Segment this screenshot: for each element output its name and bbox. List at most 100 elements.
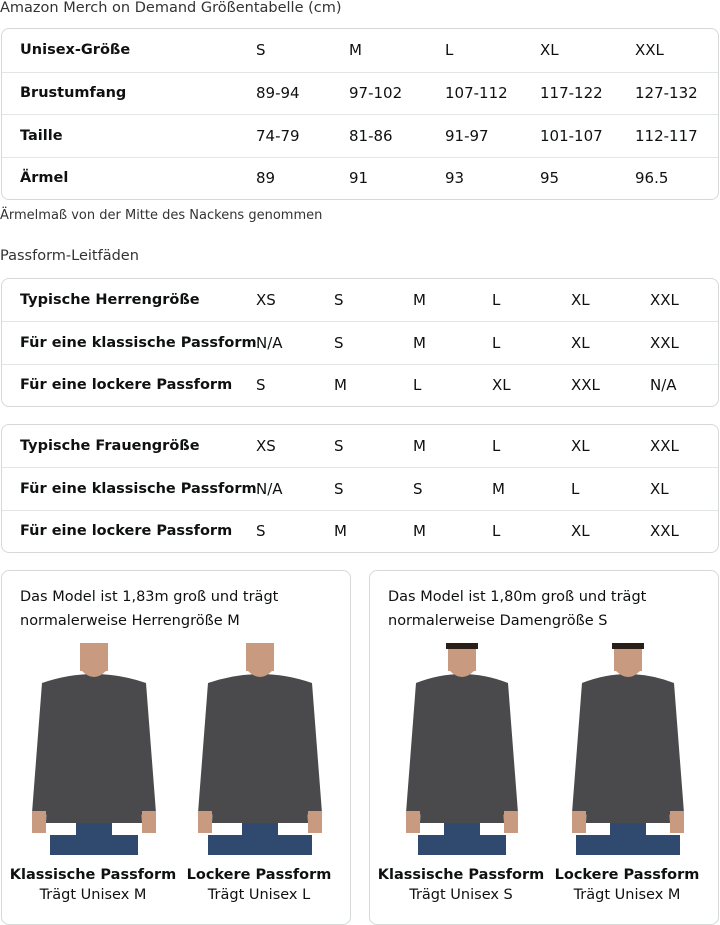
men-model-card: Das Model ist 1,83m groß und trägt norma…: [1, 570, 351, 925]
table-cell: XXL: [650, 291, 679, 310]
model-photo: [548, 643, 708, 855]
fit-title: Klassische Passform: [377, 867, 545, 883]
table-row: Typische Herrengröße XS S M L XL XXL: [2, 279, 718, 321]
model-photo: [382, 643, 542, 855]
men-fit-table: Typische Herrengröße XS S M L XL XXL Für eine k…: [1, 278, 719, 407]
table-cell: M: [492, 479, 505, 498]
table-cell: L: [492, 291, 501, 310]
table-row: Typische Frauengröße XS S M L XL XXL: [2, 425, 718, 467]
table-cell: XL: [571, 333, 590, 352]
table-cell: M: [413, 437, 426, 456]
row-label: Taille: [20, 127, 63, 144]
table-row: Brustumfang 89-94 97-102 107-112 117-122 127-…: [2, 71, 718, 115]
table-cell: N/A: [256, 333, 283, 352]
table-cell: N/A: [256, 479, 283, 498]
table-cell: 97-102: [349, 84, 403, 103]
table-cell: XL: [571, 522, 590, 541]
row-label: Für eine lockere Passform: [20, 377, 233, 394]
row-label: Ärmel: [20, 170, 69, 187]
table-cell: M: [413, 522, 426, 541]
table-cell: S: [334, 291, 344, 310]
table-cell: S: [334, 333, 344, 352]
table-cell: 89-94: [256, 84, 300, 103]
table-cell: XXL: [650, 333, 679, 352]
table-row: Für eine klassische Passform N/A S M L XL XXL: [2, 321, 718, 363]
table-cell: 117-122: [540, 84, 603, 103]
size-table: Unisex-Größe S M L XL XXL Brustumfang 89-94 97-1…: [1, 28, 719, 200]
table-cell: XS: [256, 291, 276, 310]
table-cell: M: [334, 376, 347, 395]
fit-title: Lockere Passform: [554, 867, 700, 883]
fit-guide-title: Passform-Leitfäden: [0, 248, 139, 264]
table-cell: 74-79: [256, 126, 300, 145]
table-cell: S: [256, 522, 266, 541]
table-cell: L: [413, 376, 422, 395]
table-cell: S: [413, 479, 423, 498]
table-cell: 91-97: [445, 126, 489, 145]
table-row: Für eine klassische Passform N/A S S M L XL: [2, 467, 718, 509]
row-label: Für eine klassische Passform: [20, 334, 257, 351]
table-cell: 89: [256, 169, 276, 188]
table-row: Ärmel 89 91 93 95 96.5: [2, 156, 718, 200]
table-cell: 101-107: [540, 126, 603, 145]
women-fit-table: Typische Frauengröße XS S M L XL XXL Für eine k…: [1, 424, 719, 553]
table-cell: XXL: [571, 376, 600, 395]
table-cell: XXL: [635, 41, 664, 60]
table-cell: N/A: [650, 376, 677, 395]
table-cell: XS: [256, 437, 276, 456]
row-label: Für eine lockere Passform: [20, 523, 233, 540]
fit-title: Lockere Passform: [186, 867, 332, 883]
women-model-card: Das Model ist 1,80m groß und trägt norma…: [369, 570, 719, 925]
table-cell: S: [256, 376, 266, 395]
table-cell: XXL: [650, 522, 679, 541]
page-title: Amazon Merch on Demand Größentabelle (cm…: [0, 0, 342, 16]
fit-size: Trägt Unisex M: [573, 887, 681, 903]
fit-caption: Klassische Passform Trägt Unisex S: [376, 867, 546, 903]
table-cell: 107-112: [445, 84, 508, 103]
row-label: Typische Herrengröße: [20, 292, 200, 309]
table-row: Für eine lockere Passform S M M L XL XXL: [2, 509, 718, 552]
table-cell: 112-117: [635, 126, 698, 145]
fit-caption: Lockere Passform Trägt Unisex M: [542, 867, 712, 903]
table-cell: XL: [571, 437, 590, 456]
row-label: Brustumfang: [20, 85, 127, 102]
table-cell: XXL: [650, 437, 679, 456]
table-row: Für eine lockere Passform S M L XL XXL N/A: [2, 363, 718, 406]
table-cell: L: [445, 41, 454, 60]
fit-size: Trägt Unisex L: [207, 887, 311, 903]
table-cell: 96.5: [635, 169, 669, 188]
table-cell: M: [334, 522, 347, 541]
table-cell: M: [413, 333, 426, 352]
table-cell: XL: [571, 291, 590, 310]
row-label: Typische Frauengröße: [20, 438, 200, 455]
table-cell: 91: [349, 169, 369, 188]
fit-caption: Lockere Passform Trägt Unisex L: [174, 867, 344, 903]
sleeve-note: Ärmelmaß von der Mitte des Nackens genom…: [0, 208, 323, 223]
table-cell: XL: [540, 41, 559, 60]
model-description: Das Model ist 1,83m groß und trägt norma…: [20, 589, 279, 629]
model-photo: [14, 643, 174, 855]
table-cell: L: [492, 522, 501, 541]
model-description: Das Model ist 1,80m groß und trägt norma…: [388, 589, 647, 629]
table-cell: 93: [445, 169, 465, 188]
fit-caption: Klassische Passform Trägt Unisex M: [8, 867, 178, 903]
table-cell: S: [334, 479, 344, 498]
model-photo: [180, 643, 340, 855]
table-cell: 81-86: [349, 126, 393, 145]
fit-size: Trägt Unisex S: [409, 887, 513, 903]
table-cell: S: [256, 41, 266, 60]
table-cell: M: [349, 41, 362, 60]
table-cell: L: [492, 333, 501, 352]
fit-title: Klassische Passform: [9, 867, 177, 883]
table-row: Unisex-Größe S M L XL XXL: [2, 29, 718, 72]
table-cell: 127-132: [635, 84, 698, 103]
row-label: Unisex-Größe: [20, 42, 131, 59]
table-cell: L: [571, 479, 580, 498]
row-label: Für eine klassische Passform: [20, 480, 257, 497]
table-cell: XL: [650, 479, 669, 498]
table-cell: M: [413, 291, 426, 310]
table-row: Taille 74-79 81-86 91-97 101-107 112-117: [2, 114, 718, 157]
table-cell: 95: [540, 169, 560, 188]
fit-size: Trägt Unisex M: [39, 887, 147, 903]
table-cell: L: [492, 437, 501, 456]
